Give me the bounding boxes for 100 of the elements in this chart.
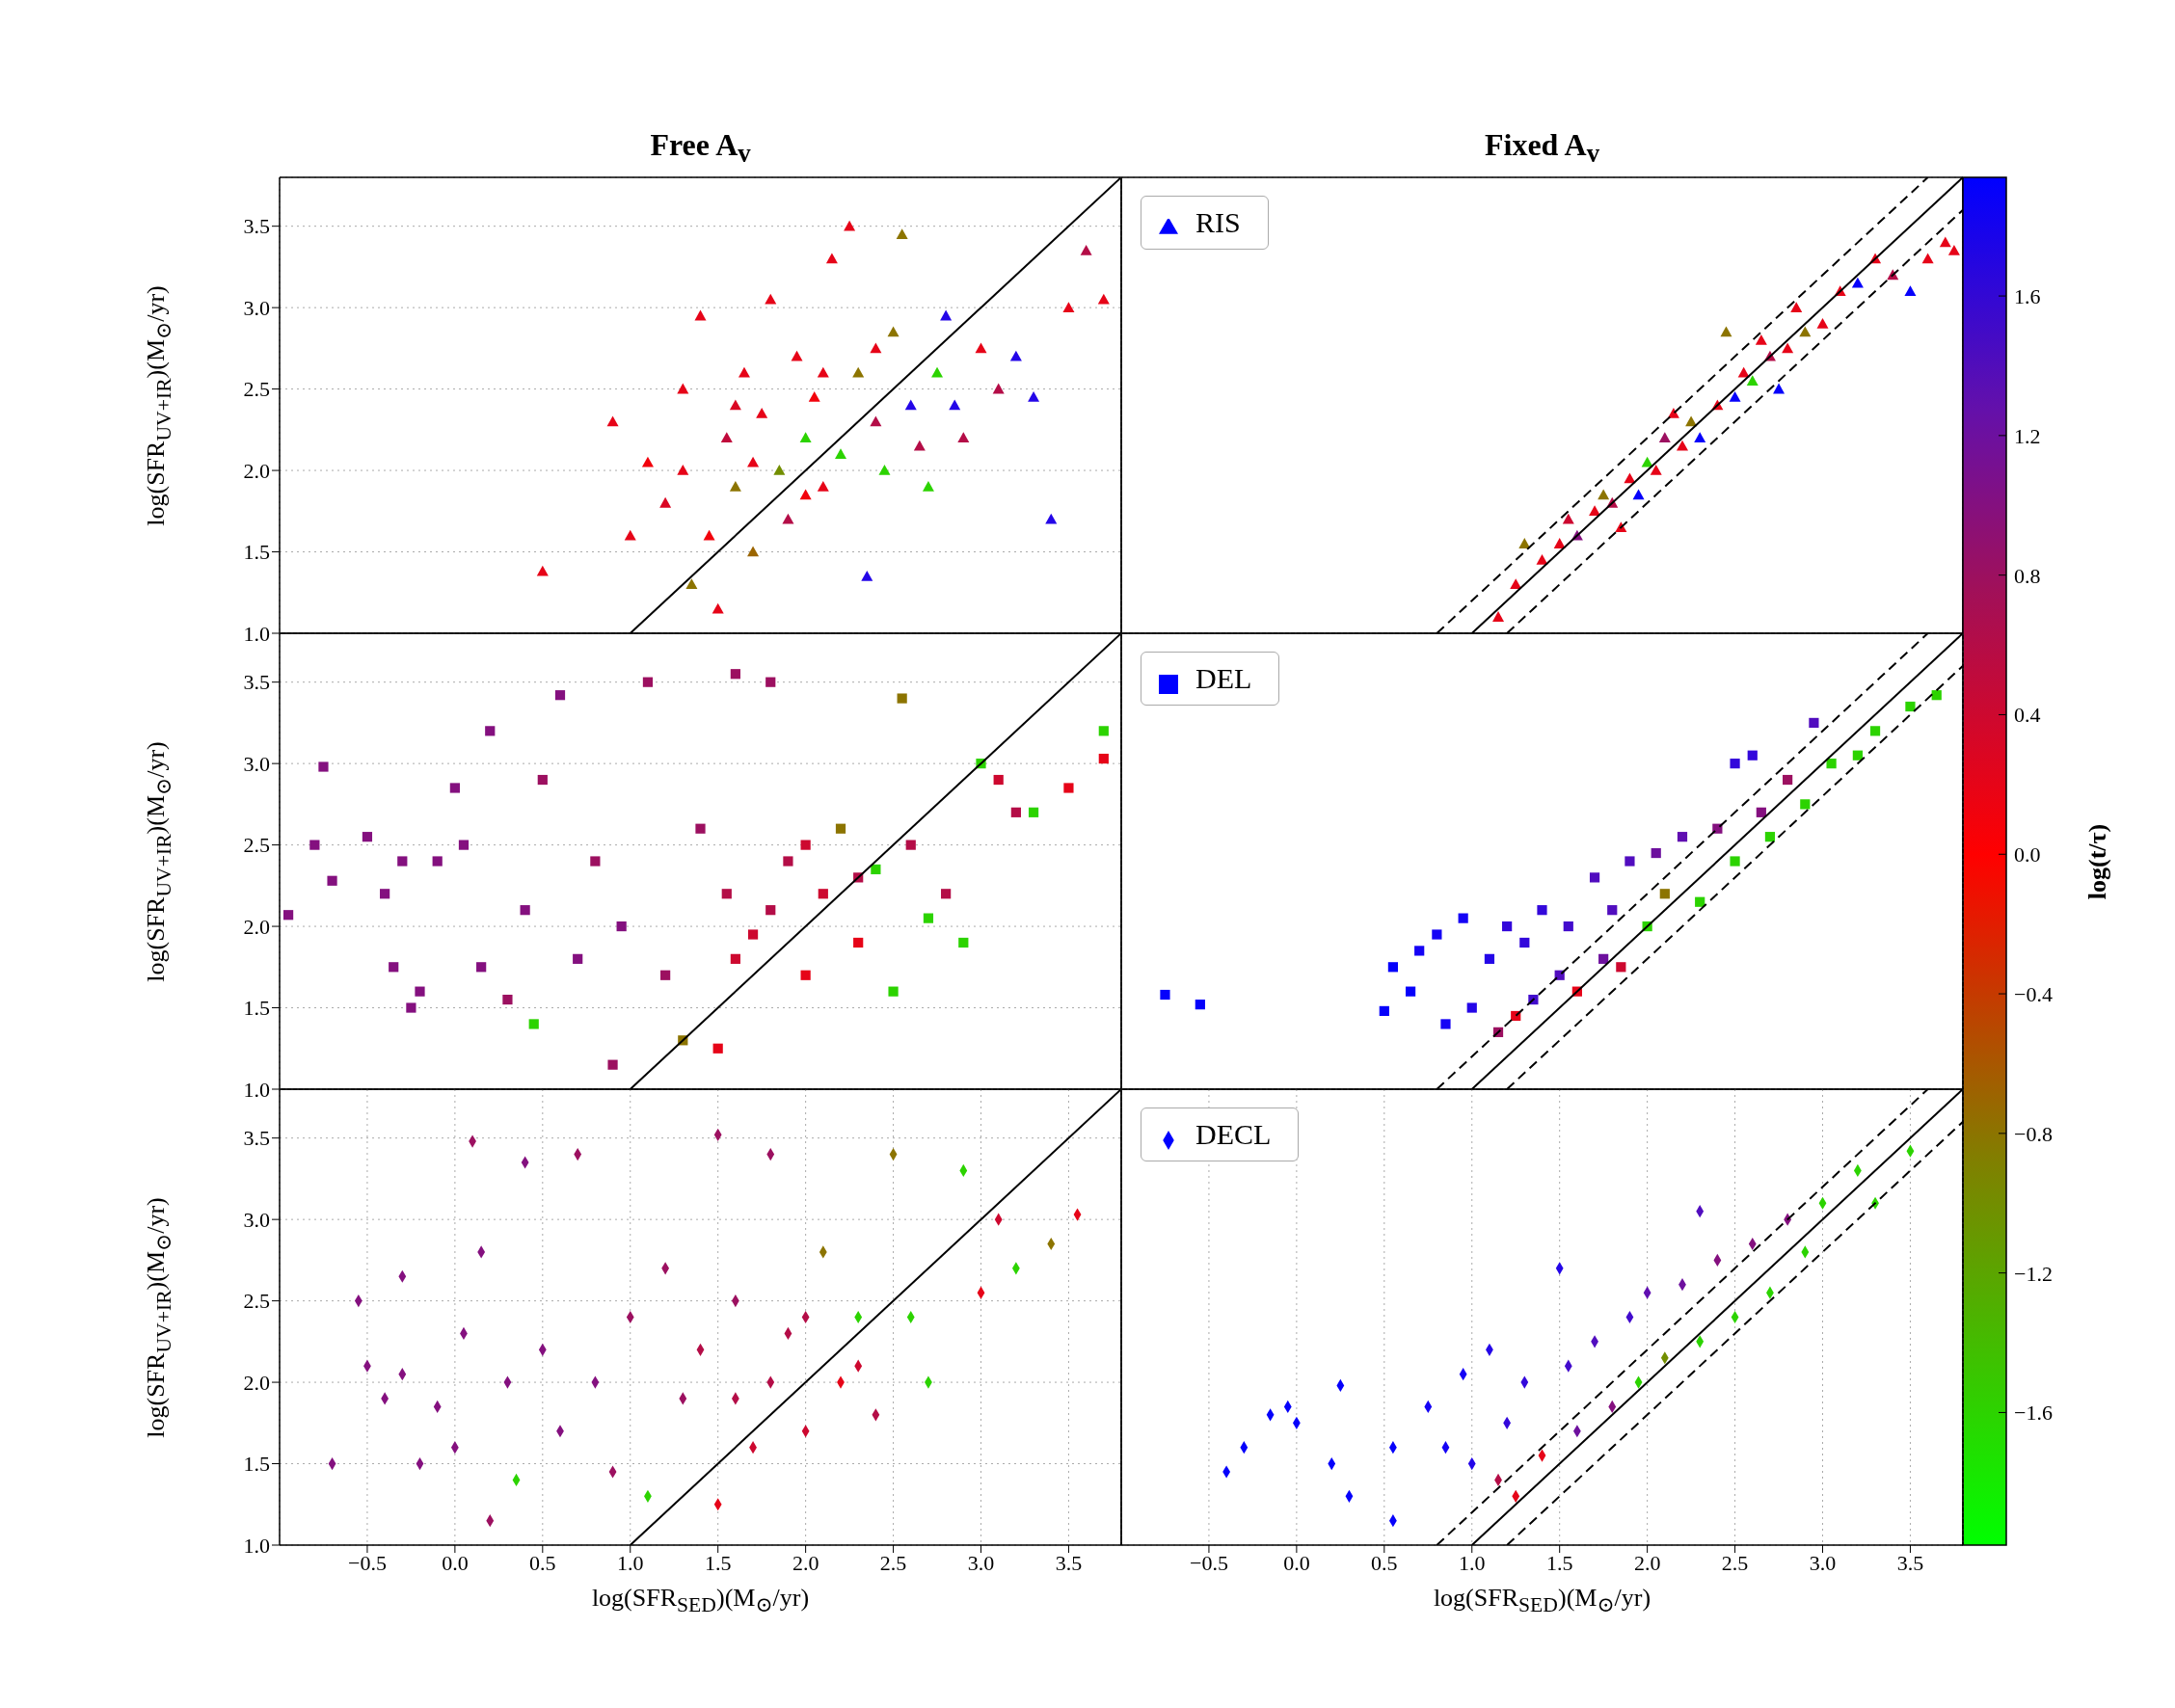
point	[1458, 913, 1468, 923]
point	[1816, 318, 1829, 329]
color-bar-label: 0.4	[2014, 703, 2041, 728]
point	[1080, 245, 1092, 255]
point	[606, 415, 619, 427]
point	[1746, 375, 1759, 386]
point	[870, 415, 882, 427]
point	[309, 840, 320, 850]
chart-title: Fixed A$_{v}$	[1483, 127, 1601, 170]
point	[1756, 807, 1766, 817]
point	[852, 366, 865, 378]
color-bar-label: −0.8	[2014, 1121, 2053, 1146]
y-tick-label: 1.5	[243, 996, 270, 1021]
x-tick-label: −0.5	[1189, 1550, 1228, 1575]
color-bar-title: log(t/τ)	[2083, 823, 2112, 899]
y-tick-label: 1.5	[243, 540, 270, 565]
point	[1598, 953, 1609, 964]
point	[1536, 553, 1548, 565]
point	[940, 309, 953, 321]
point	[677, 465, 689, 475]
point	[1809, 717, 1819, 729]
point	[397, 856, 408, 867]
point	[712, 1043, 723, 1054]
color-bar-label: 1.6	[2014, 284, 2041, 309]
point	[1826, 759, 1837, 769]
point	[415, 986, 425, 997]
point	[677, 383, 689, 394]
point	[1589, 505, 1601, 517]
point	[1851, 277, 1864, 288]
point	[642, 677, 654, 687]
y-tick-label: 1.0	[243, 621, 270, 646]
point	[1009, 350, 1022, 361]
point	[949, 399, 961, 411]
point	[791, 350, 803, 361]
point	[817, 480, 829, 492]
point	[712, 602, 724, 614]
point	[1432, 929, 1442, 940]
x-tick-label: 2.0	[1633, 1550, 1661, 1575]
point	[1518, 538, 1531, 548]
point	[1502, 921, 1513, 932]
point	[799, 432, 812, 443]
point	[624, 529, 636, 541]
y-tick-label: 1.5	[243, 1452, 270, 1477]
y-tick-label: 3.0	[243, 295, 270, 320]
y-tick-label: 3.5	[243, 1126, 270, 1151]
point	[282, 910, 294, 921]
point	[844, 220, 856, 231]
legend-label: RIS	[1195, 206, 1241, 238]
point	[573, 953, 583, 964]
point	[993, 774, 1004, 786]
point	[773, 465, 786, 475]
point	[1589, 872, 1600, 883]
x-axis-title: log(SFR$_{SED}$)(M$_{⊙}$/yr)	[590, 1584, 811, 1618]
point	[782, 513, 794, 524]
y-tick-label: 2.0	[243, 1370, 270, 1395]
y-tick-label: 2.5	[243, 833, 270, 858]
point	[1098, 753, 1109, 764]
point	[817, 366, 829, 378]
point	[485, 726, 496, 736]
y-tick-label: 3.0	[243, 1207, 270, 1232]
point	[729, 399, 741, 411]
x-tick-label: 0.0	[442, 1550, 469, 1575]
point	[720, 432, 733, 443]
point	[1747, 750, 1758, 761]
point	[818, 889, 828, 899]
point	[1931, 690, 1942, 701]
point	[1658, 432, 1671, 443]
point	[1905, 701, 1916, 712]
point	[958, 937, 969, 948]
point	[327, 875, 337, 886]
point	[1010, 807, 1021, 817]
point	[1677, 832, 1688, 842]
color-bar-label: 0.8	[2014, 563, 2041, 588]
point	[800, 970, 811, 980]
x-tick-label: 0.0	[1283, 1550, 1310, 1575]
color-bar-label: 1.2	[2014, 423, 2041, 448]
point	[923, 913, 934, 923]
point	[1729, 391, 1741, 402]
x-tick-label: 1.5	[704, 1550, 732, 1575]
point	[1800, 799, 1811, 810]
point	[870, 342, 882, 354]
point	[897, 693, 907, 704]
point	[1598, 489, 1610, 500]
point	[1755, 334, 1767, 345]
point	[730, 953, 740, 964]
point	[1790, 302, 1803, 312]
point	[1677, 440, 1688, 451]
point	[922, 480, 934, 492]
point	[1405, 986, 1416, 997]
y-tick-label: 1.0	[243, 1077, 270, 1102]
point	[721, 889, 732, 899]
point	[1028, 391, 1040, 402]
x-tick-label: 2.0	[792, 1550, 819, 1575]
point	[1615, 521, 1627, 532]
point	[685, 578, 698, 590]
point	[1869, 726, 1881, 736]
point	[616, 921, 627, 932]
point	[738, 366, 750, 378]
point	[1387, 962, 1399, 973]
x-tick-label: 0.5	[1371, 1550, 1398, 1575]
